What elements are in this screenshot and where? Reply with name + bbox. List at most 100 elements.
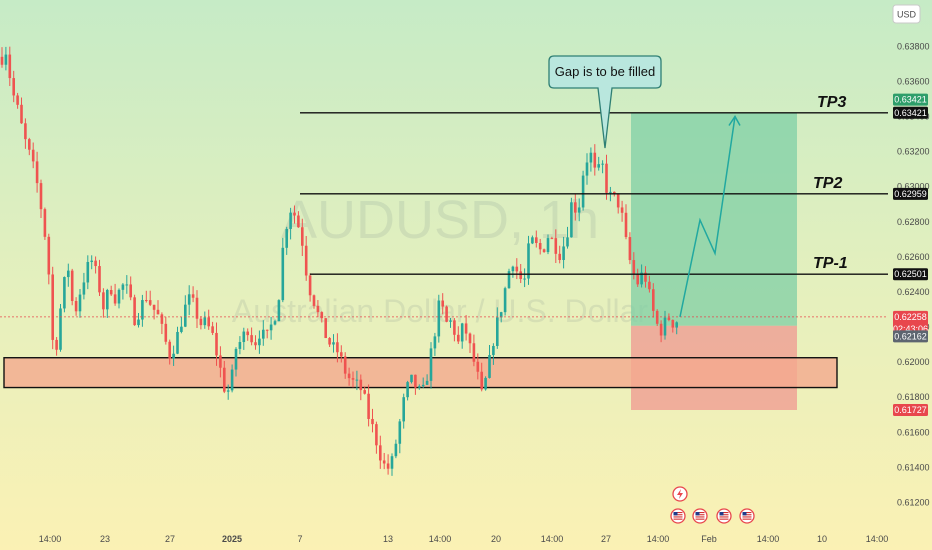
candle-body bbox=[570, 202, 573, 238]
candle-body bbox=[542, 249, 546, 253]
candle bbox=[226, 384, 230, 400]
candle bbox=[312, 294, 316, 309]
candle bbox=[102, 288, 105, 318]
candle bbox=[418, 384, 421, 390]
candle bbox=[402, 393, 405, 429]
candle bbox=[546, 234, 550, 255]
candle-body bbox=[269, 324, 273, 331]
candle bbox=[597, 156, 600, 171]
candle bbox=[289, 207, 292, 240]
candle bbox=[39, 179, 43, 218]
badge-level-tp-1-text: 0.62501 bbox=[894, 269, 927, 279]
candle-body bbox=[538, 243, 542, 250]
candle-body bbox=[492, 345, 495, 356]
candle bbox=[636, 268, 639, 287]
candle bbox=[273, 319, 277, 326]
candle-body bbox=[644, 272, 647, 282]
candle-body bbox=[273, 321, 277, 325]
badge-tp3-green-bg bbox=[893, 93, 928, 106]
candle bbox=[203, 311, 207, 329]
candle bbox=[219, 346, 222, 378]
candle bbox=[250, 327, 253, 346]
candle-body bbox=[82, 282, 86, 295]
candle-body bbox=[605, 163, 608, 193]
candle bbox=[433, 332, 437, 356]
candle-body bbox=[20, 104, 23, 124]
candle-body bbox=[425, 380, 429, 385]
candle-body bbox=[613, 191, 616, 195]
flag-stripe bbox=[742, 514, 752, 516]
candle bbox=[74, 297, 78, 316]
candle-body bbox=[78, 294, 82, 312]
candle-body bbox=[301, 227, 304, 246]
candle-body bbox=[226, 390, 230, 392]
candle-body bbox=[8, 54, 12, 79]
flag-stripe bbox=[695, 512, 705, 514]
candle bbox=[620, 200, 624, 222]
level-label-tp-1: TP-1 bbox=[813, 255, 848, 272]
candle bbox=[394, 439, 398, 459]
candle bbox=[78, 288, 82, 318]
candle-body bbox=[355, 379, 359, 381]
candle bbox=[207, 309, 210, 330]
candle bbox=[156, 300, 160, 315]
flag-ring bbox=[692, 508, 708, 524]
candle bbox=[640, 264, 643, 288]
candle-body bbox=[554, 238, 558, 254]
candle bbox=[343, 352, 347, 379]
candle bbox=[125, 275, 129, 294]
candle-body bbox=[628, 237, 632, 261]
candle bbox=[12, 70, 15, 103]
candle bbox=[187, 285, 191, 316]
candle-body bbox=[121, 284, 125, 290]
candle-body bbox=[347, 373, 351, 379]
candle bbox=[503, 286, 507, 316]
candle bbox=[507, 268, 511, 289]
candle-body bbox=[394, 443, 398, 457]
candle bbox=[113, 283, 117, 306]
us-flag-icon bbox=[716, 508, 732, 524]
flag-stripe bbox=[695, 514, 705, 516]
candle-body bbox=[593, 152, 597, 168]
candle bbox=[363, 386, 366, 395]
candle-body bbox=[74, 300, 78, 312]
candle-body bbox=[550, 238, 554, 240]
candle-body bbox=[496, 317, 499, 346]
flag-ring bbox=[716, 508, 732, 524]
candle-body bbox=[429, 348, 433, 381]
candle-body bbox=[382, 460, 386, 464]
candle bbox=[421, 377, 425, 389]
badge-level-tp3-bg bbox=[893, 106, 928, 119]
candle-body bbox=[211, 326, 214, 333]
candle bbox=[332, 334, 335, 353]
candle bbox=[484, 376, 487, 391]
candle-body bbox=[55, 339, 58, 350]
currency-tag[interactable]: USD bbox=[892, 4, 921, 24]
candle-body bbox=[507, 271, 511, 289]
candle bbox=[605, 154, 608, 200]
candle bbox=[616, 193, 620, 214]
candle bbox=[141, 294, 144, 327]
candle-body bbox=[90, 260, 93, 262]
candle-body bbox=[117, 289, 121, 304]
candle-body bbox=[663, 317, 667, 336]
candle bbox=[648, 275, 651, 293]
candle-body bbox=[265, 329, 269, 331]
candle bbox=[675, 321, 678, 335]
candle-body bbox=[238, 342, 242, 349]
candle-body bbox=[289, 212, 292, 229]
candle bbox=[523, 268, 526, 288]
candle-body bbox=[410, 374, 413, 383]
candle-body bbox=[566, 237, 569, 247]
candle-body bbox=[43, 209, 47, 237]
candlestick-series bbox=[0, 46, 678, 476]
candle bbox=[67, 263, 70, 287]
time-axis[interactable]: 14:00 23 27 2025 7 13 14:00 20 14:00 27 14:00 Feb 14… bbox=[39, 534, 889, 544]
candle-body bbox=[308, 275, 312, 296]
candle bbox=[262, 320, 265, 346]
candle bbox=[554, 229, 558, 263]
x-tick-label: 14:00 bbox=[39, 534, 62, 544]
x-tick-label: 27 bbox=[601, 534, 611, 544]
y-tick-label: 0.63600 bbox=[897, 76, 930, 86]
